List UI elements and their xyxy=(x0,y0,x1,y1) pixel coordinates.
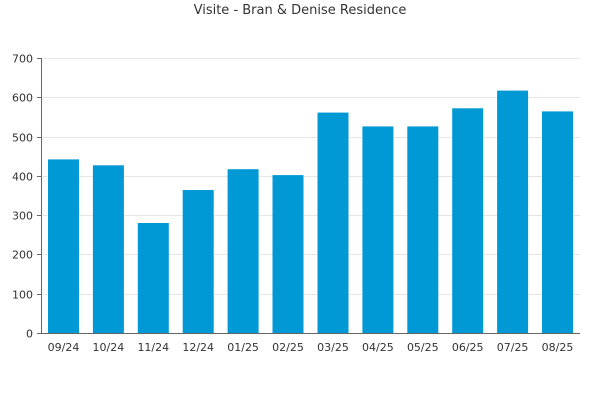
bar-04-25 xyxy=(362,126,394,334)
bar-01-25 xyxy=(227,169,259,333)
bar-09-24 xyxy=(48,159,79,333)
x-tick-label: 12/24 xyxy=(182,341,214,354)
y-tick-label: 0 xyxy=(26,328,33,341)
bar-07-25 xyxy=(497,90,529,333)
x-tick-label: 06/25 xyxy=(452,341,484,354)
x-tick-label: 03/25 xyxy=(317,341,349,354)
bar-10-24 xyxy=(92,165,124,334)
x-tick-label: 07/25 xyxy=(497,341,529,354)
x-tick-label: 10/24 xyxy=(93,341,125,354)
bar-11-24 xyxy=(137,223,169,333)
x-tick-label: 04/25 xyxy=(362,341,394,354)
x-tick-label: 05/25 xyxy=(407,341,439,354)
x-tick-label: 09/24 xyxy=(48,341,80,354)
chart-title: Visite - Bran & Denise Residence xyxy=(193,3,407,18)
y-tick-label: 200 xyxy=(12,249,33,262)
bars xyxy=(48,90,573,334)
y-tick-label: 700 xyxy=(12,53,33,66)
y-tick-label: 300 xyxy=(12,210,33,223)
bar-05-25 xyxy=(407,126,439,334)
axes xyxy=(37,58,580,334)
y-tick-label: 600 xyxy=(12,92,33,105)
x-tick-label: 08/25 xyxy=(542,341,574,354)
y-tick-label: 500 xyxy=(12,132,33,145)
y-tick-label: 400 xyxy=(12,171,33,184)
y-tick-label: 100 xyxy=(12,289,33,302)
x-tick-label: 01/25 xyxy=(227,341,259,354)
x-tick-labels: 09/24 10/24 11/24 12/24 01/25 02/25 03/25 04/25… xyxy=(48,341,574,354)
bar-08-25 xyxy=(542,111,573,334)
gridlines xyxy=(41,58,580,295)
bar-03-25 xyxy=(317,112,349,333)
y-tick-labels: 0 100 200 300 400 500 600 700 xyxy=(12,53,33,341)
bar-12-24 xyxy=(182,190,214,333)
x-tick-label: 02/25 xyxy=(272,341,304,354)
x-tick-label: 11/24 xyxy=(137,341,169,354)
bar-06-25 xyxy=(452,108,484,333)
bar-02-25 xyxy=(272,175,304,333)
